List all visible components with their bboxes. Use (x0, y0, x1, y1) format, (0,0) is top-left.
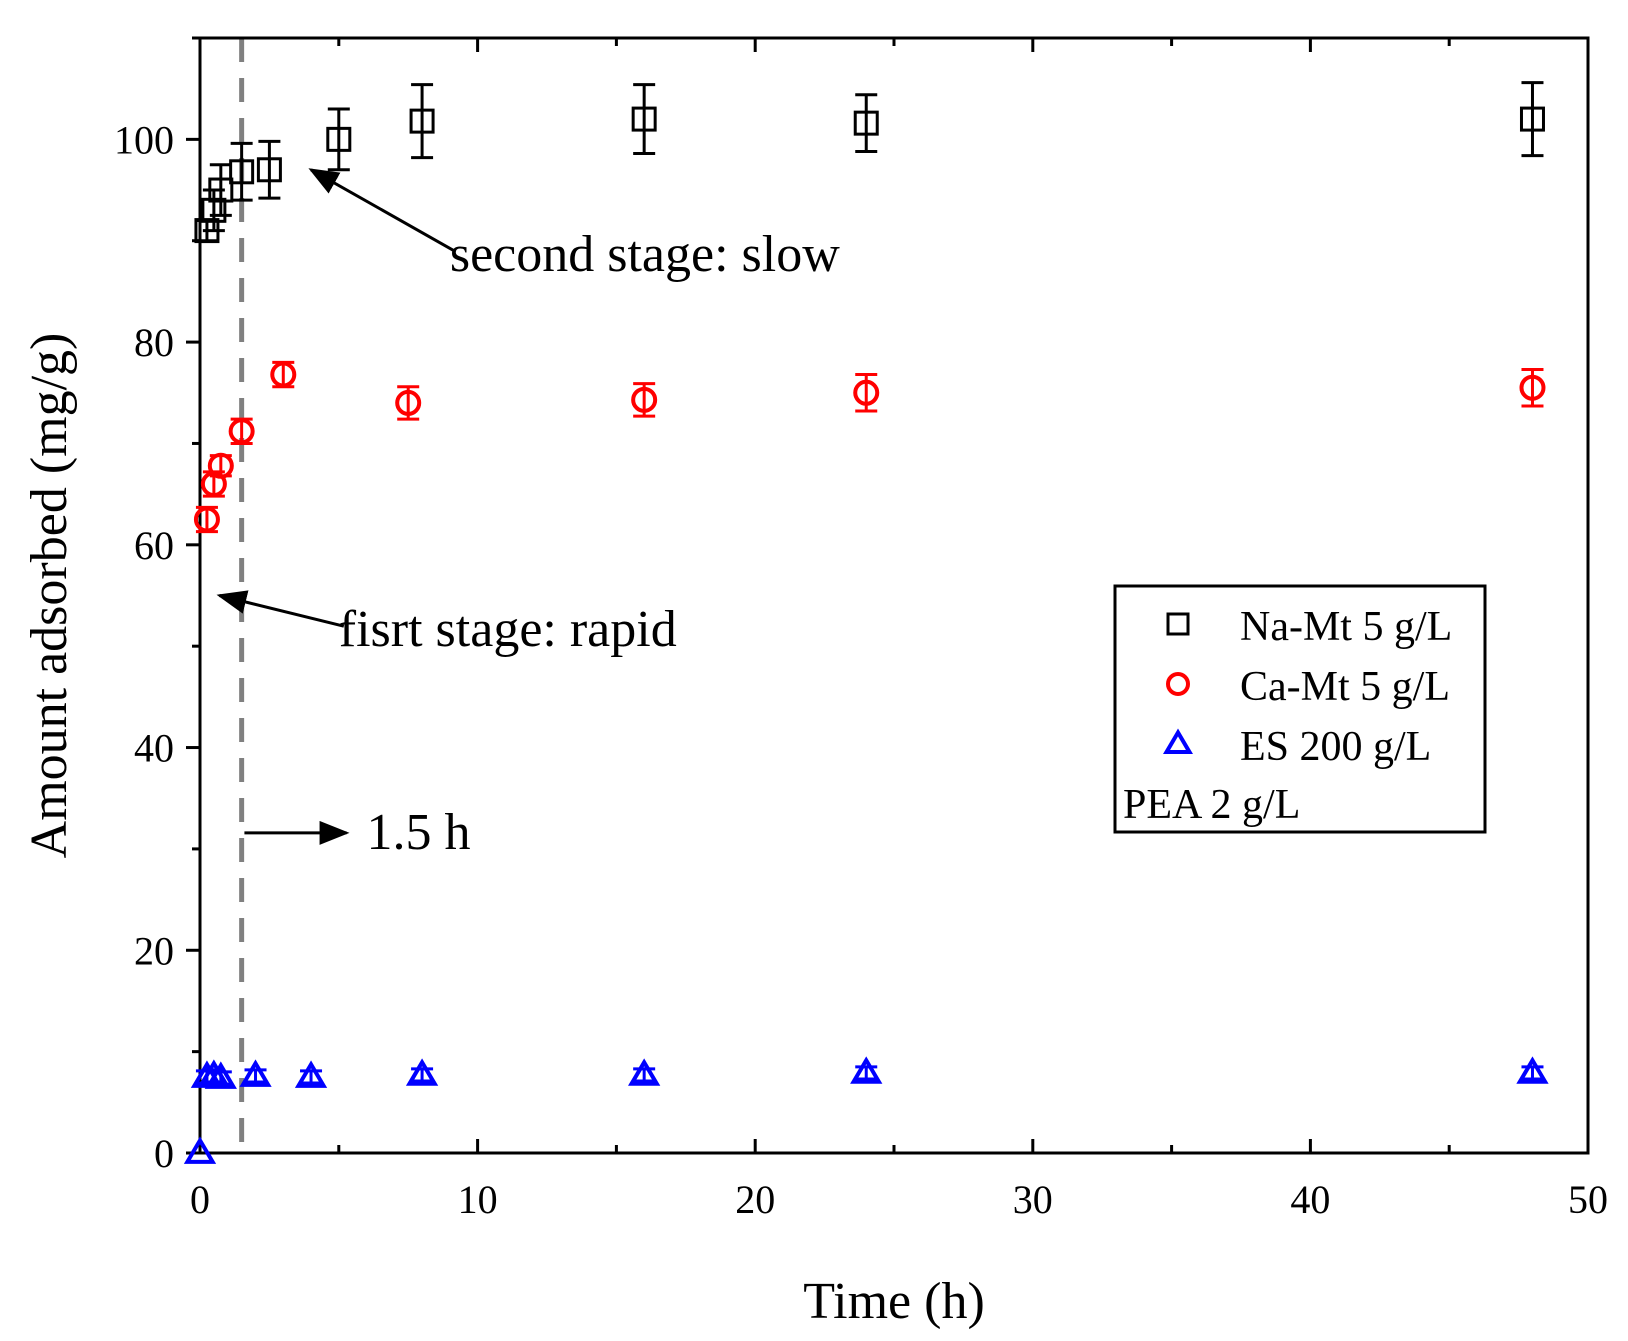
data-point-square (229, 159, 255, 185)
legend-note: PEA 2 g/L (1123, 782, 1300, 828)
y-tick-label-20: 20 (134, 928, 174, 973)
data-point-circle (193, 506, 220, 533)
data-point-circle (228, 418, 255, 445)
legend-label-1: Na-Mt 5 g/L (1240, 604, 1452, 650)
series-3 (183, 1056, 1549, 1164)
data-point-circle (395, 389, 422, 416)
legend: Na-Mt 5 g/L Ca-Mt 5 g/L ES 200 g/L PEA 2 g/… (1113, 584, 1487, 834)
data-point-triangle (294, 1060, 328, 1088)
legend-marker-square (1166, 612, 1190, 636)
legend-marker-triangle (1163, 728, 1193, 755)
data-point-circle (853, 379, 880, 406)
data-point-triangle (204, 1061, 237, 1089)
y-tick-label-40: 40 (134, 726, 174, 771)
x-tick-label-40: 40 (1290, 1177, 1330, 1222)
legend-marker-circle (1166, 672, 1190, 696)
plot-area: 0 10 20 30 40 50 0 20 40 60 80 100 Time (h) Amount ad… (21, 36, 1608, 1330)
data-point-triangle (405, 1058, 439, 1086)
y-axis-title: Amount adsorbed (mg/g) (21, 333, 78, 859)
annotation-3: 1.5 h (367, 804, 471, 861)
legend-box (1113, 584, 1487, 834)
x-tick-label-50: 50 (1568, 1177, 1608, 1222)
x-axis-title: Time (h) (803, 1273, 985, 1330)
y-tick-label-80: 80 (134, 320, 174, 365)
data-point-square (201, 197, 227, 223)
data-point-square (631, 106, 657, 132)
x-tick-label-30: 30 (1013, 1177, 1053, 1222)
data-point-square (326, 126, 352, 152)
data-point-circle (1519, 374, 1546, 401)
data-point-triangle (628, 1058, 661, 1086)
annotation-1: second stage: slow (450, 226, 840, 283)
data-point-square (256, 157, 282, 183)
y-tick-label-0: 0 (154, 1131, 174, 1176)
series-1 (194, 81, 1545, 244)
y-tick-label-60: 60 (134, 523, 174, 568)
data-point-square (853, 110, 879, 136)
data-point-square (409, 108, 435, 134)
y-tick-label-100: 100 (114, 117, 174, 162)
data-point-square (208, 177, 234, 203)
annotation-arrow-2 (216, 590, 345, 628)
data-point-triangle (183, 1136, 217, 1164)
data-point-square (1519, 106, 1545, 132)
series-2 (193, 360, 1546, 534)
data-point-triangle (850, 1056, 883, 1084)
x-tick-label-0: 0 (190, 1177, 210, 1222)
data-point-triangle (1516, 1056, 1549, 1084)
data-point-circle (270, 361, 297, 388)
annotation-arrow-1 (308, 168, 456, 253)
x-tick-label-20: 20 (735, 1177, 775, 1222)
annotation-2: fisrt stage: rapid (339, 601, 677, 658)
x-tick-label-10: 10 (458, 1177, 498, 1222)
data-point-circle (631, 386, 658, 413)
data-point-triangle (239, 1059, 272, 1087)
legend-label-3: ES 200 g/L (1240, 724, 1431, 770)
data-point-circle (207, 452, 234, 479)
legend-label-2: Ca-Mt 5 g/L (1240, 664, 1450, 710)
